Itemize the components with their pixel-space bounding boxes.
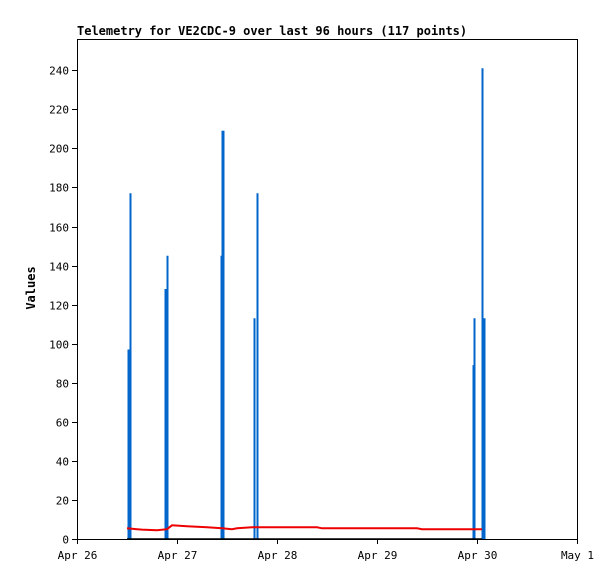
y-tick-label: 180: [49, 182, 69, 195]
y-tick-label: 80: [56, 378, 69, 391]
x-tick-label: Apr 26: [58, 549, 98, 562]
y-tick-label: 120: [49, 300, 69, 313]
x-tick-label: Apr 30: [458, 549, 498, 562]
y-tick-label: 20: [56, 495, 69, 508]
y-tick-label: 60: [56, 417, 69, 430]
y-tick-label: 160: [49, 222, 69, 235]
y-tick-label: 220: [49, 104, 69, 117]
y-tick-label: 240: [49, 65, 69, 78]
y-tick-label: 140: [49, 261, 69, 274]
x-tick-label: Apr 29: [358, 549, 398, 562]
y-tick-label: 0: [62, 534, 69, 547]
x-tick-label: Apr 27: [158, 549, 198, 562]
x-tick-label: May 1: [561, 549, 594, 562]
x-tick-label: Apr 28: [258, 549, 298, 562]
series-layer: [126, 68, 486, 540]
y-axis-label: Values: [24, 266, 38, 309]
y-tick-label: 100: [49, 339, 69, 352]
series-line: [126, 524, 482, 532]
chart-title: Telemetry for VE2CDC-9 over last 96 hour…: [77, 24, 467, 38]
x-axis-ticks: Apr 26 Apr 27 Apr 28 Apr 29 Apr 30 May 1: [58, 539, 594, 562]
y-tick-label: 200: [49, 143, 69, 156]
plot-frame: [77, 39, 578, 540]
y-tick-label: 40: [56, 456, 69, 469]
y-axis-ticks: 0 20 40 60 80 100 120 140 160 180 200 220 240: [49, 65, 77, 547]
